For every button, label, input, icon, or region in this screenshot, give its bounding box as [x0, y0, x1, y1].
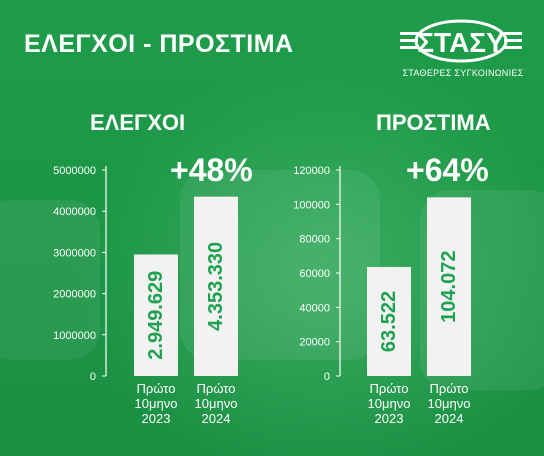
category-label: Πρώτο — [370, 381, 409, 396]
background-train-shape — [0, 200, 100, 360]
bar — [194, 196, 238, 376]
y-tick-label: 120000 — [293, 165, 330, 177]
y-tick-label: 5000000 — [53, 165, 96, 177]
category-label: 2023 — [375, 411, 404, 426]
page-title: ΕΛΕΓΧΟΙ - ΠΡΟΣΤΙΜΑ — [24, 30, 294, 58]
y-tick-label: 0 — [324, 371, 330, 383]
y-tick-label: 80000 — [299, 234, 330, 246]
bar-data-label: 63.522 — [378, 291, 400, 352]
bar — [427, 197, 471, 376]
category-label: 2024 — [435, 411, 464, 426]
category-label: Πρώτο — [430, 381, 469, 396]
category-label: 10μηνο — [368, 396, 411, 411]
logo-wordmark: ΣΤΑΣΥ — [417, 27, 505, 58]
y-tick-label: 3000000 — [53, 247, 96, 259]
bar — [367, 266, 411, 376]
growth-label-controls: +48% — [170, 152, 253, 188]
y-tick-label: 40000 — [299, 302, 330, 314]
growth-label-fines: +64% — [406, 152, 489, 188]
y-tick-label: 4000000 — [53, 206, 96, 218]
y-tick-label: 100000 — [293, 199, 330, 211]
bar — [134, 254, 178, 376]
category-label: 2023 — [142, 411, 171, 426]
bar-data-label: 4.353.330 — [205, 242, 227, 331]
stasy-logo: ΣΤΑΣΥ — [400, 19, 522, 63]
chart-title-controls: ΕΛΕΓΧΟΙ — [90, 110, 186, 135]
category-label: Πρώτο — [197, 381, 236, 396]
bar-data-label: 2.949.629 — [145, 271, 167, 360]
y-tick-label: 1000000 — [53, 330, 96, 342]
logo-subtitle: ΣΤΑΘΕΡΕΣ ΣΥΓΚΟΙΝΩΝΙΕΣ — [402, 68, 524, 78]
y-tick-label: 0 — [90, 371, 96, 383]
category-label: 10μηνο — [428, 396, 471, 411]
category-label: 10μηνο — [135, 396, 178, 411]
category-label: 2024 — [202, 411, 231, 426]
y-tick-label: 2000000 — [53, 289, 96, 301]
chart-title-fines: ΠΡΟΣΤΙΜΑ — [376, 110, 491, 135]
y-tick-label: 20000 — [299, 337, 330, 349]
bar-data-label: 104.072 — [438, 251, 460, 323]
y-tick-label: 60000 — [299, 268, 330, 280]
category-label: Πρώτο — [137, 381, 176, 396]
category-label: 10μηνο — [195, 396, 238, 411]
